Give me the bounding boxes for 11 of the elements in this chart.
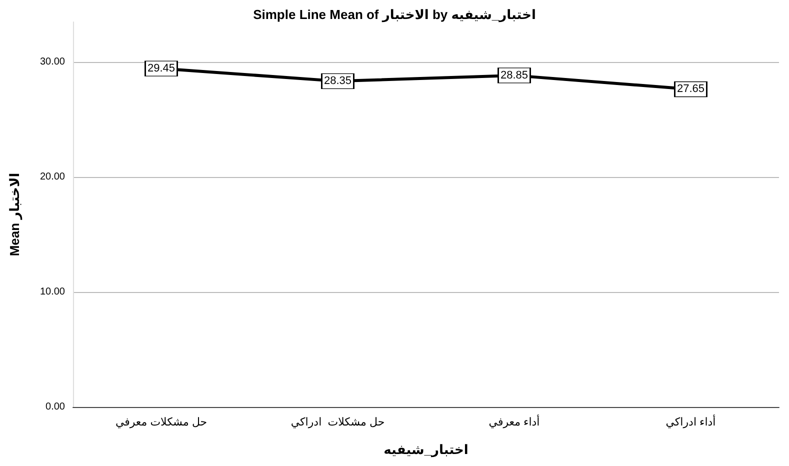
- x-tick-label: أداء ادراكي: [666, 414, 716, 428]
- y-tick-label: 10.00: [40, 286, 66, 298]
- y-tick-label: 30.00: [40, 56, 66, 68]
- x-tick-label: حل مشكلات ادراكي: [290, 416, 385, 428]
- y-tick-label: 20.00: [40, 172, 66, 183]
- x-tick-label: أداء معرفي: [488, 414, 540, 428]
- chart-title: Simple Line Mean of الاختبار by اختبار_شيفيه: [253, 7, 536, 23]
- x-tick-label: حل مشكلات معرفي: [115, 416, 208, 428]
- y-axis-title: Mean الاختبار: [7, 172, 23, 256]
- y-tick-label: 0.00: [46, 402, 66, 412]
- x-axis-title: اختبار_شيفيه: [384, 442, 468, 458]
